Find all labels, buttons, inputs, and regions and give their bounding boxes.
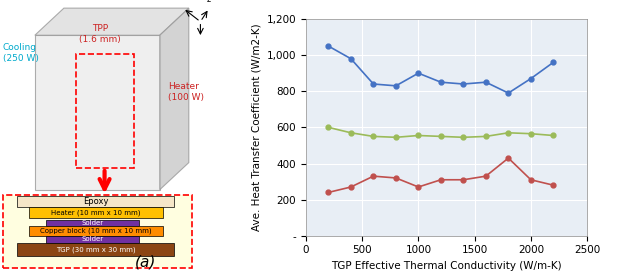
Text: TGP (30 mm x 30 mm): TGP (30 mm x 30 mm) <box>56 246 136 253</box>
Line: h btm: h btm <box>326 156 556 195</box>
h top <box>370 82 377 86</box>
h top <box>505 91 512 95</box>
Text: Cooling
(250 W): Cooling (250 W) <box>3 43 39 63</box>
h btm <box>324 191 332 194</box>
h top <box>549 61 557 64</box>
h top <box>527 77 535 80</box>
h btm <box>482 175 489 178</box>
h avg <box>437 135 444 138</box>
Line: h top: h top <box>326 44 556 95</box>
h top <box>482 80 489 84</box>
Text: z: z <box>207 0 211 4</box>
h btm <box>505 156 512 160</box>
Text: Solder: Solder <box>82 236 104 242</box>
Text: Heater
(100 W): Heater (100 W) <box>169 82 205 102</box>
h btm <box>527 178 535 181</box>
h avg <box>549 134 557 137</box>
h avg <box>527 132 535 135</box>
Bar <box>17 196 174 207</box>
Text: TPP
(1.6 mm): TPP (1.6 mm) <box>79 24 121 44</box>
Bar <box>46 220 140 226</box>
h avg <box>415 134 422 137</box>
X-axis label: TGP Effective Thermal Conductivity (W/m-K): TGP Effective Thermal Conductivity (W/m-… <box>331 261 562 271</box>
h avg <box>347 131 355 134</box>
h avg <box>460 136 467 139</box>
h top <box>324 44 332 48</box>
Bar <box>75 54 133 168</box>
h top <box>460 82 467 86</box>
h btm <box>437 178 444 181</box>
Line: h avg: h avg <box>326 125 556 140</box>
Text: Copper block (10 mm x 10 mm): Copper block (10 mm x 10 mm) <box>40 228 151 234</box>
Bar <box>29 207 163 218</box>
h btm <box>370 175 377 178</box>
h top <box>437 80 444 84</box>
h avg <box>505 131 512 134</box>
Text: Epoxy: Epoxy <box>83 197 109 207</box>
Bar <box>3 195 192 268</box>
Polygon shape <box>35 35 160 190</box>
Bar <box>17 243 174 256</box>
Bar <box>46 236 140 243</box>
Polygon shape <box>160 8 189 190</box>
h btm <box>549 183 557 187</box>
h btm <box>392 176 400 180</box>
h avg <box>324 126 332 129</box>
Bar <box>29 226 163 236</box>
h btm <box>347 185 355 189</box>
h avg <box>370 135 377 138</box>
h top <box>392 84 400 88</box>
Polygon shape <box>35 8 189 35</box>
Text: Solder: Solder <box>82 220 104 226</box>
Y-axis label: Ave. Heat Transfer Coefficient (W/m2-K): Ave. Heat Transfer Coefficient (W/m2-K) <box>251 24 261 231</box>
h btm <box>460 178 467 181</box>
h avg <box>482 135 489 138</box>
h top <box>415 72 422 75</box>
Text: Heater (10 mm x 10 mm): Heater (10 mm x 10 mm) <box>51 209 141 216</box>
h top <box>347 57 355 60</box>
Text: (a): (a) <box>135 255 156 270</box>
h avg <box>392 136 400 139</box>
h btm <box>415 185 422 189</box>
